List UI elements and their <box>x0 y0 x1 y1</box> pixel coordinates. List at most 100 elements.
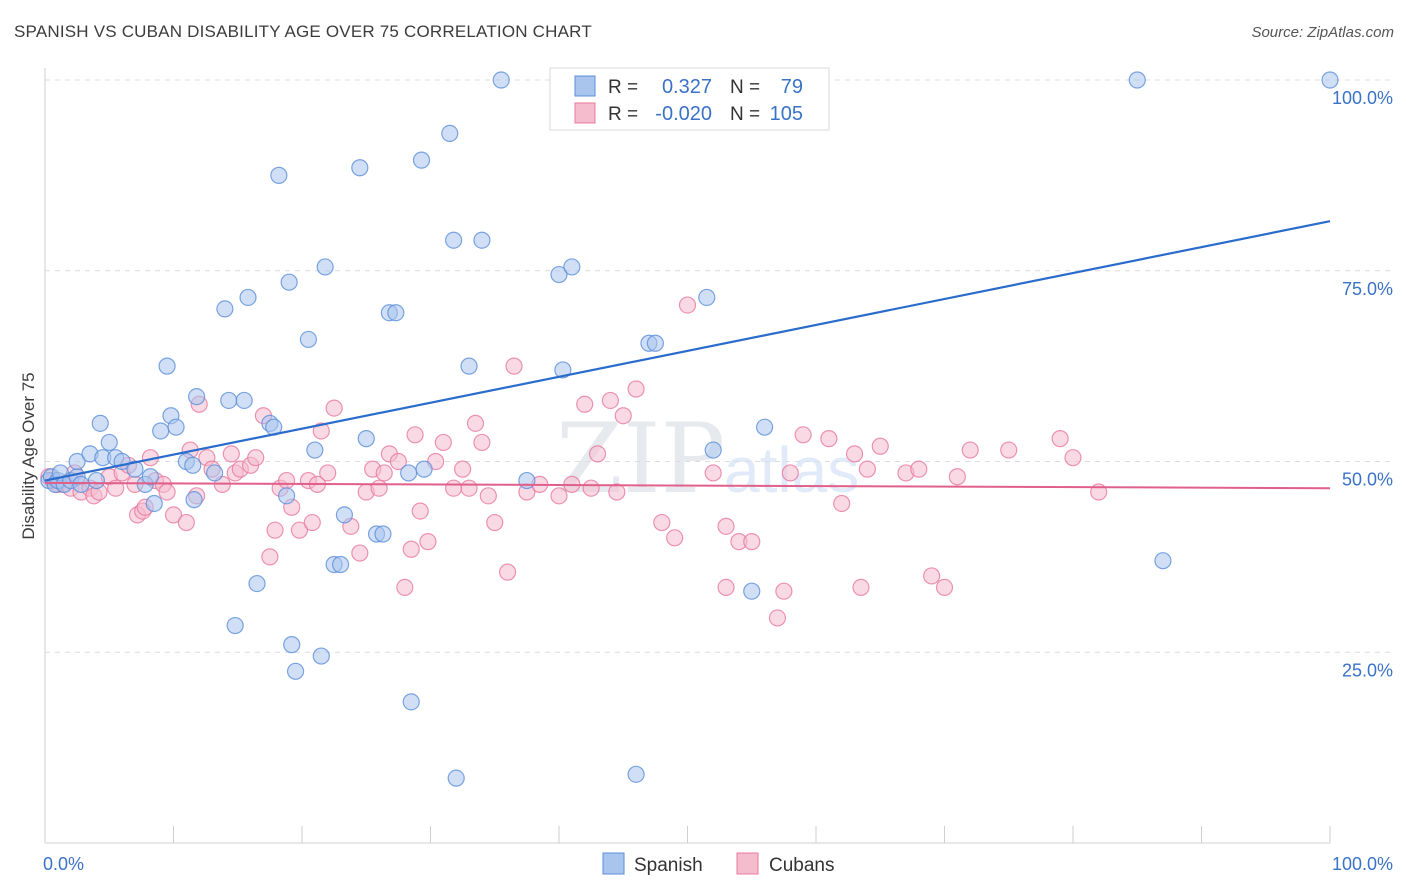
cubans-point-93 <box>781 464 799 482</box>
cubans-point-74 <box>550 487 568 505</box>
cubans-point-86 <box>704 464 722 482</box>
cubans-point-96 <box>833 494 851 513</box>
spanish-point-14 <box>100 433 118 452</box>
y-tick-label-3: 25.0% <box>1342 660 1393 680</box>
spanish-point-31 <box>220 391 238 410</box>
spanish-point-17 <box>126 460 144 478</box>
cubans-point-66 <box>466 414 485 432</box>
spanish-point-21 <box>152 422 170 440</box>
spanish-point-58 <box>412 151 431 169</box>
spanish-point-50 <box>351 159 369 177</box>
cubans-point-55 <box>389 452 407 471</box>
cubans-point-77 <box>582 479 600 497</box>
cubans-point-90 <box>743 533 761 551</box>
y-tick-label-1: 75.0% <box>1342 279 1393 299</box>
spanish-point-75 <box>743 582 761 600</box>
stats-legend: R = 0.327 N = 79 R = -0.020 N = 105 <box>549 67 830 131</box>
spanish-n-value: 79 <box>781 76 803 98</box>
cubans-point-63 <box>445 479 463 497</box>
cubans-point-22 <box>164 506 183 524</box>
spanish-point-46 <box>316 258 334 276</box>
spanish-point-79 <box>1321 71 1339 89</box>
spanish-point-45 <box>312 647 330 665</box>
spanish-point-42 <box>286 662 305 680</box>
cubans-point-70 <box>499 563 517 581</box>
watermark: ZIP atlas <box>556 403 859 515</box>
cubans-point-56 <box>396 578 414 596</box>
spanish-point-33 <box>235 391 253 410</box>
cubans-point-107 <box>1000 441 1018 459</box>
spanish-point-29 <box>206 464 224 482</box>
spanish-point-73 <box>698 288 716 307</box>
spanish-point-43 <box>299 330 318 349</box>
cubans-trend-line <box>44 481 1331 490</box>
spanish-point-56 <box>400 464 418 482</box>
series-legend: Spanish Cubans <box>602 852 835 876</box>
cubans-point-57 <box>402 540 420 558</box>
cubans-point-83 <box>653 513 671 532</box>
cubans-point-102 <box>910 460 928 478</box>
cubans-point-80 <box>608 483 626 501</box>
spanish-point-64 <box>473 231 491 249</box>
cubans-point-106 <box>961 441 979 459</box>
spanish-point-72 <box>646 334 664 352</box>
spanish-point-30 <box>216 300 234 318</box>
chart-title: SPANISH VS CUBAN DISABILITY AGE OVER 75 … <box>14 22 592 41</box>
legend-spanish-swatch <box>602 852 625 875</box>
cubans-point-60 <box>419 533 437 551</box>
cubans-point-103 <box>923 567 941 585</box>
cubans-point-108 <box>1051 430 1069 448</box>
spanish-r-value: 0.327 <box>662 76 712 98</box>
cubans-point-84 <box>666 529 684 547</box>
spanish-point-41 <box>283 636 301 654</box>
gridlines <box>45 79 1392 653</box>
cubans-point-11 <box>107 479 125 497</box>
spanish-point-19 <box>141 468 159 486</box>
legend-spanish-label: Spanish <box>634 855 703 876</box>
source-label: Source: ZipAtlas.com <box>1251 24 1394 41</box>
cubans-point-71 <box>505 357 523 375</box>
spanish-point-70 <box>627 765 645 783</box>
cubans-point-78 <box>588 445 607 463</box>
spanish-r-label: R = <box>608 77 638 98</box>
cubans-n-label: N = <box>730 104 760 125</box>
spanish-point-55 <box>387 304 405 322</box>
cubans-point-105 <box>948 468 966 486</box>
x-tick-labels: 0.0% 100.0% <box>43 854 1393 874</box>
spanish-point-34 <box>239 288 257 307</box>
cubans-n-value: 105 <box>770 103 803 125</box>
cubans-r-label: R = <box>608 104 638 125</box>
cubans-point-99 <box>858 460 877 478</box>
spanish-point-63 <box>460 357 478 375</box>
cubans-point-95 <box>820 430 838 448</box>
cubans-point-104 <box>935 578 954 596</box>
spanish-point-48 <box>331 555 350 574</box>
spanish-n-label: N = <box>730 77 760 98</box>
spanish-point-9 <box>68 452 86 471</box>
cubans-point-43 <box>303 513 321 532</box>
cubans-point-69 <box>486 513 504 532</box>
y-tick-labels: 100.0% 75.0% 50.0% 25.0% <box>1332 88 1393 680</box>
legend-cubans-swatch <box>736 852 759 875</box>
cubans-point-97 <box>845 445 864 463</box>
cubans-point-94 <box>794 426 812 444</box>
cubans-point-36 <box>261 548 279 566</box>
spanish-point-28 <box>185 491 203 509</box>
spanish-point-24 <box>167 418 185 436</box>
cubans-swatch <box>574 102 596 124</box>
cubans-point-45 <box>312 422 330 440</box>
spanish-point-76 <box>755 418 774 436</box>
spanish-point-66 <box>518 471 536 490</box>
cubans-point-34 <box>247 449 265 467</box>
spanish-point-40 <box>280 273 298 291</box>
cubans-point-46 <box>319 464 337 482</box>
spanish-point-32 <box>226 616 244 635</box>
spanish-point-22 <box>158 357 176 375</box>
spanish-point-8 <box>72 475 90 493</box>
cubans-point-59 <box>411 502 429 520</box>
spanish-point-35 <box>248 574 266 593</box>
watermark-zip: ZIP <box>556 403 725 515</box>
cubans-point-100 <box>871 437 889 455</box>
cubans-point-109 <box>1064 449 1082 467</box>
